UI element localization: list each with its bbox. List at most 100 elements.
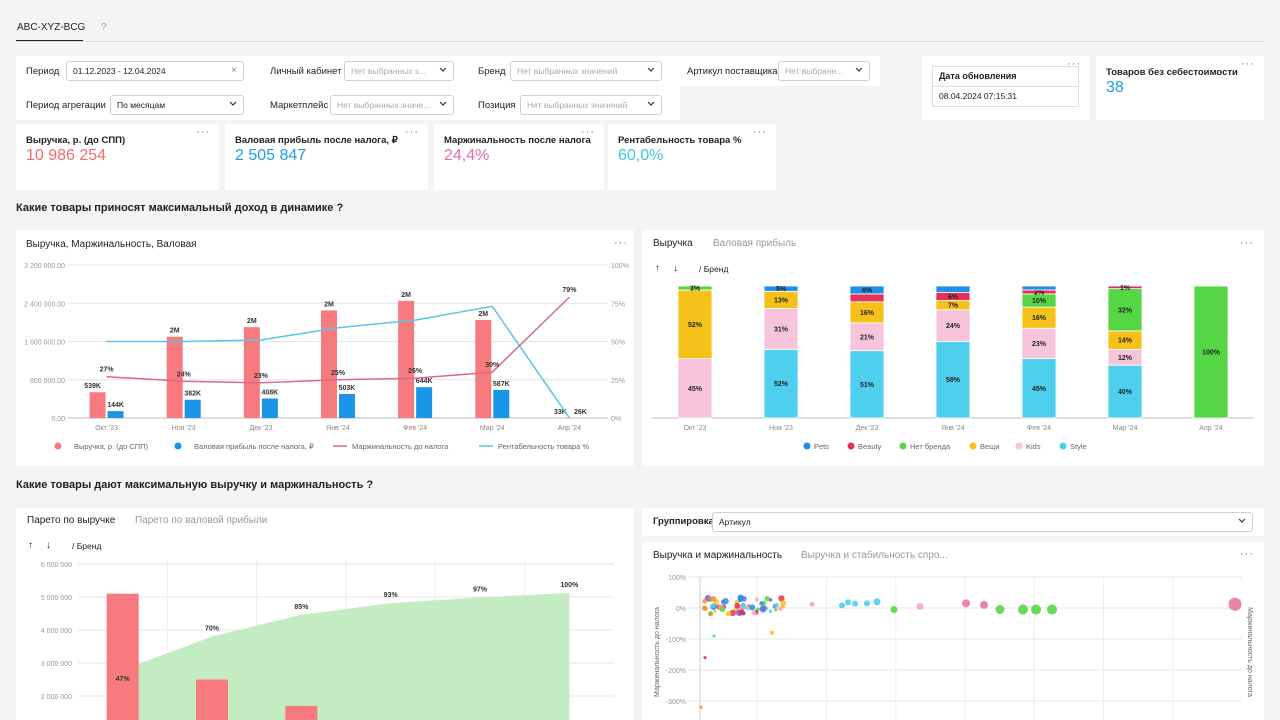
revenue-data-label: 539K — [84, 383, 101, 390]
segment-data-label: 12% — [1118, 355, 1133, 362]
position-select[interactable]: Нет выбранных значений — [520, 95, 662, 115]
scatter-point — [703, 656, 707, 660]
stacked-segment — [763, 308, 799, 350]
segment-data-label: 100% — [1202, 350, 1221, 357]
brand-placeholder: Нет выбранных значений — [517, 66, 618, 76]
scatter-point — [1031, 604, 1041, 615]
scatter-point — [980, 600, 988, 609]
scatter-point — [1047, 604, 1057, 615]
cumulative-data-label: 47% — [116, 676, 131, 683]
tab-revenue[interactable]: Выручка — [653, 238, 693, 249]
tab-abc-xyz-bcg[interactable]: ABC-XYZ-BCG — [17, 22, 86, 33]
kpi-title: Выручка, р. (до СПП) — [26, 135, 126, 146]
more-icon[interactable]: ··· — [196, 126, 210, 138]
grouping-label: Группировка — [653, 516, 714, 527]
more-icon[interactable]: ··· — [405, 126, 419, 138]
period-value: 01.12.2023 - 12.04.2024 — [73, 66, 166, 76]
brand-select[interactable]: Нет выбранных значений — [510, 61, 662, 81]
scatter-point — [780, 600, 787, 607]
y-tick-label: 0% — [676, 606, 686, 613]
clear-icon[interactable]: × — [231, 65, 237, 76]
more-icon[interactable]: ··· — [614, 237, 628, 249]
legend-marker — [174, 442, 182, 450]
chevron-down-icon — [439, 101, 447, 106]
x-tick-label: Ноя '23 — [769, 425, 793, 432]
article-label: Артикул поставщика — [687, 66, 778, 77]
tab-revenue-stability[interactable]: Выручка и стабильность спро... — [801, 550, 948, 561]
tab-pareto-gross[interactable]: Парето по валовой прибыли — [135, 515, 268, 526]
more-icon[interactable]: ··· — [581, 126, 595, 138]
revenue-bar — [89, 392, 106, 418]
pareto-bar — [106, 593, 139, 720]
tab-gross-profit[interactable]: Валовая прибыль — [713, 238, 797, 249]
marketplace-select[interactable]: Нет выбранных значе... — [330, 95, 454, 115]
more-icon[interactable]: ··· — [1241, 58, 1255, 70]
scatter-point — [770, 630, 774, 635]
period-label: Период — [26, 66, 60, 77]
scatter-point — [759, 605, 767, 612]
sort-desc-icon[interactable]: ↓ — [673, 263, 678, 274]
margin-data-label: 79% — [562, 287, 577, 294]
kpi-value: 2 505 847 — [235, 147, 307, 164]
tab-pareto-revenue[interactable]: Парето по выручке — [27, 515, 116, 526]
x-tick-label: Апр '24 — [1199, 425, 1223, 432]
scatter-point — [778, 595, 785, 602]
cabinet-label: Личный кабинет — [270, 66, 342, 77]
article-select[interactable]: Нет выбранн... — [778, 61, 870, 81]
scatter-point — [774, 608, 778, 612]
cabinet-select[interactable]: Нет выбранных з... — [344, 61, 454, 81]
y-tick-label: 800 000.00 — [30, 378, 65, 385]
drilldown-breadcrumb[interactable]: / Бренд — [72, 541, 102, 551]
scatter-point — [725, 611, 732, 617]
gross-profit-data-label: 144K — [107, 402, 124, 409]
sort-desc-icon[interactable]: ↓ — [46, 540, 51, 551]
stacked-segment — [1021, 285, 1057, 291]
y2-axis-label: Маржинальность до налога — [1246, 607, 1253, 697]
chevron-down-icon — [229, 101, 237, 106]
legend-label: Выручка, р. (до СПП) — [74, 442, 149, 451]
segment-data-label: 45% — [688, 386, 703, 393]
chevron-down-icon — [855, 67, 863, 72]
drilldown-breadcrumb[interactable]: / Бренд — [699, 264, 729, 274]
grouping-select[interactable]: Артикул — [712, 512, 1253, 532]
combo-chart-card: Выручка, Маржинальность, Валовая ··· 0.0… — [16, 230, 634, 466]
scatter-point — [713, 609, 717, 613]
more-icon[interactable]: ··· — [1240, 548, 1254, 560]
scatter-point — [916, 602, 924, 610]
scatter-chart: 100% 0% -100% -200% -300% Маржинальность до н… — [654, 575, 1253, 720]
more-icon[interactable]: ··· — [1240, 237, 1254, 249]
combo-chart: 0.00 800 000.00 1 600 000.00 2 400 000.00 3 … — [24, 263, 629, 451]
more-icon[interactable]: ··· — [753, 126, 767, 138]
y-tick-label: 100% — [668, 575, 686, 582]
y-axis-label: Маржинальность до налога — [654, 607, 661, 697]
legend-marker — [899, 442, 907, 450]
legend-label: Валовая прибыль после налога, ₽ — [194, 442, 314, 451]
tab-bar: ABC-XYZ-BCG ? — [0, 0, 1280, 42]
y-tick-label: -100% — [666, 637, 686, 644]
segment-data-label: 51% — [860, 382, 875, 389]
help-tab[interactable]: ? — [101, 22, 107, 33]
sort-asc-icon[interactable]: ↑ — [28, 540, 33, 551]
scatter-point — [1228, 597, 1242, 611]
cabinet-placeholder: Нет выбранных з... — [351, 66, 426, 76]
tab-revenue-margin[interactable]: Выручка и маржинальность — [653, 550, 783, 561]
gross-profit-bar — [107, 411, 124, 418]
scatter-point — [701, 605, 708, 611]
stacked-segment — [1021, 358, 1057, 419]
x-tick-label: Ноя '23 — [172, 425, 196, 432]
chevron-down-icon — [439, 67, 447, 72]
legend-label: Рентабельность товара % — [498, 442, 589, 451]
sort-asc-icon[interactable]: ↑ — [655, 263, 660, 274]
period-picker[interactable]: 01.12.2023 - 12.04.2024 × — [66, 61, 244, 81]
agg-select[interactable]: По месяцам — [110, 95, 244, 115]
scatter-point — [845, 599, 851, 606]
more-icon[interactable]: ··· — [1067, 58, 1081, 70]
segment-data-label: 24% — [946, 323, 961, 330]
update-date-divider — [933, 86, 1078, 87]
y-tick-label: 4 000 000 — [41, 628, 72, 635]
scatter-point — [740, 603, 747, 610]
pareto-bar — [196, 679, 228, 720]
scatter-point — [995, 605, 1005, 615]
position-placeholder: Нет выбранных значений — [527, 100, 628, 110]
segment-data-label: 2% — [1034, 289, 1045, 296]
